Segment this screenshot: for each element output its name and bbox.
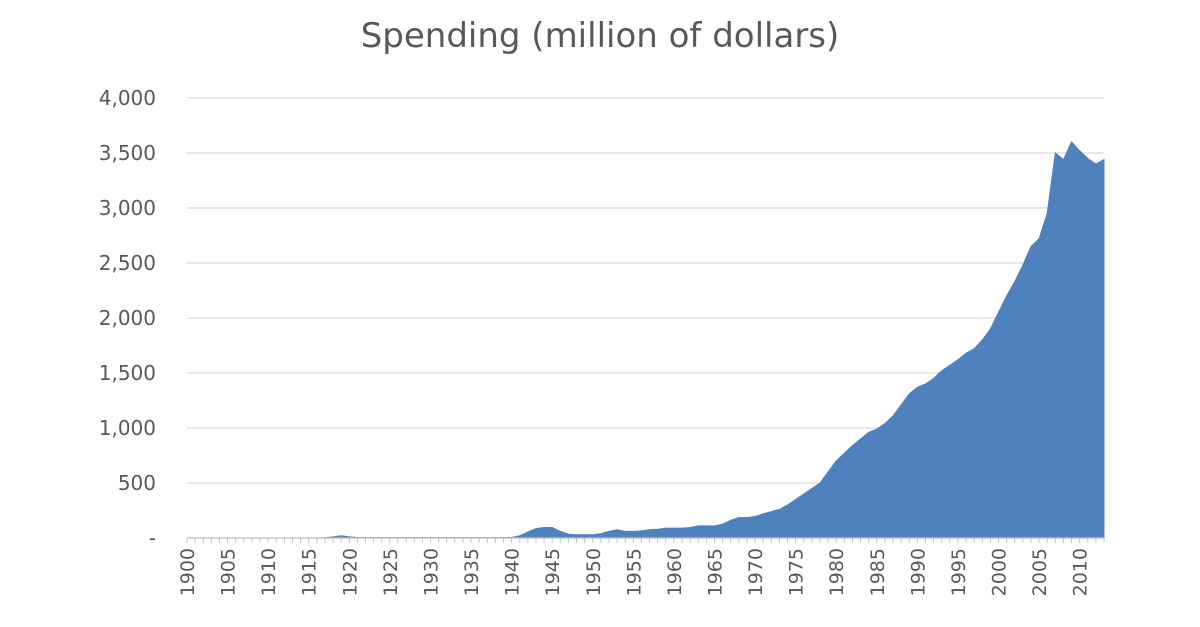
x-tick-label: 1945 xyxy=(542,548,564,596)
x-tick-label: 1925 xyxy=(380,548,402,596)
y-tick-label: 4,000 xyxy=(99,86,156,110)
x-tick-label: 2000 xyxy=(989,548,1011,596)
x-tick-label: 1900 xyxy=(177,548,199,596)
x-tick-label: 1985 xyxy=(867,548,889,596)
x-tick-label: 1910 xyxy=(258,548,280,596)
y-tick-label: 500 xyxy=(118,471,156,495)
x-tick-label: 2005 xyxy=(1029,548,1051,596)
x-axis-tick-labels: 1900 1905 1910 1915 1920 1925 1930 1935 1940 1945… xyxy=(177,548,1092,596)
x-tick-label: 1990 xyxy=(907,548,929,596)
y-tick-label: 3,500 xyxy=(99,141,156,165)
data-area xyxy=(187,141,1105,539)
x-tick-label: 2010 xyxy=(1070,548,1092,596)
x-tick-label: 1915 xyxy=(299,548,321,596)
x-tick-label: 1970 xyxy=(745,548,767,596)
y-axis-tick-labels: - 500 1,000 1,500 2,000 2,500 3,000 3,500 4,000 xyxy=(99,86,156,550)
x-tick-label: 1920 xyxy=(339,548,361,596)
y-tick-label: 1,500 xyxy=(99,361,156,385)
y-tick-label: 3,000 xyxy=(99,196,156,220)
x-tick-label: 1975 xyxy=(786,548,808,596)
x-tick-label: 1940 xyxy=(502,548,524,596)
x-tick-label: 1935 xyxy=(461,548,483,596)
x-tick-label: 1960 xyxy=(664,548,686,596)
x-tick-label: 1965 xyxy=(704,548,726,596)
x-tick-label: 1950 xyxy=(583,548,605,596)
x-tick-label: 1955 xyxy=(623,548,645,596)
y-tick-label: - xyxy=(149,526,156,550)
area-series xyxy=(187,141,1105,539)
gridlines xyxy=(187,97,1104,484)
y-tick-label: 2,000 xyxy=(99,306,156,330)
x-tick-label: 1905 xyxy=(218,548,240,596)
x-tick-label: 1995 xyxy=(948,548,970,596)
y-tick-label: 2,500 xyxy=(99,251,156,275)
chart-title: Spending (million of dollars) xyxy=(360,16,840,56)
axes xyxy=(186,537,1105,543)
x-tick-label: 1980 xyxy=(826,548,848,596)
y-tick-label: 1,000 xyxy=(99,416,156,440)
x-tick-label: 1930 xyxy=(420,548,442,596)
